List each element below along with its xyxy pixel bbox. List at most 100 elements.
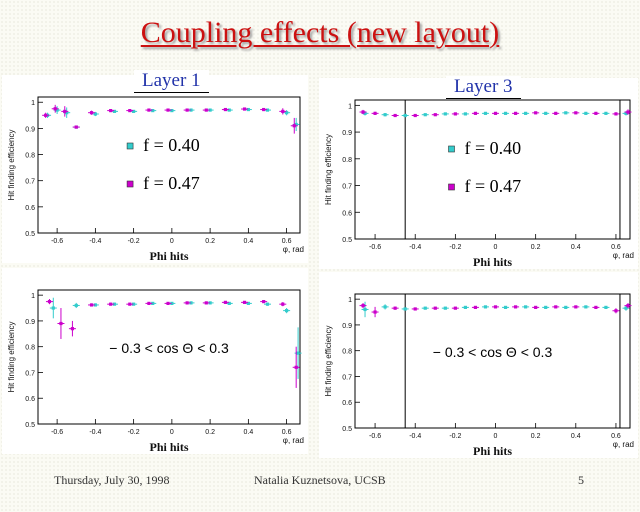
data-point bbox=[59, 321, 63, 326]
data-point bbox=[361, 110, 365, 114]
data-point bbox=[624, 111, 628, 115]
y-tick-label: 0.5 bbox=[342, 426, 352, 433]
data-point bbox=[574, 111, 578, 115]
data-point bbox=[246, 107, 250, 112]
y-tick-label: 0.6 bbox=[342, 400, 352, 407]
data-point bbox=[493, 111, 498, 115]
data-point bbox=[403, 307, 407, 311]
y-tick-label: 0.6 bbox=[25, 205, 35, 212]
data-point bbox=[285, 111, 289, 115]
data-point bbox=[53, 107, 57, 111]
y-tick-label: 0.8 bbox=[342, 157, 352, 164]
x-tick-label: -0.2 bbox=[128, 238, 140, 245]
data-point bbox=[294, 122, 298, 127]
x-tick-label: -0.4 bbox=[409, 433, 421, 440]
data-point bbox=[463, 112, 468, 116]
x-tick-label: -0.2 bbox=[449, 244, 461, 251]
x-tick-label: -0.6 bbox=[51, 238, 63, 245]
legend-swatch bbox=[448, 145, 455, 153]
data-point bbox=[594, 305, 598, 309]
data-point bbox=[594, 111, 598, 115]
data-point bbox=[413, 307, 417, 311]
data-point bbox=[170, 109, 174, 113]
y-axis-label: Hit finding efficiency bbox=[324, 134, 333, 205]
data-point bbox=[423, 306, 427, 310]
data-point bbox=[265, 108, 270, 112]
footer-date: Thursday, July 30, 1998 bbox=[54, 473, 170, 487]
plot-frame bbox=[37, 96, 301, 234]
y-tick-label: 0.8 bbox=[342, 349, 352, 356]
data-point bbox=[614, 112, 618, 116]
data-point bbox=[89, 303, 94, 307]
x-tick-label: -0.6 bbox=[51, 429, 63, 436]
data-point bbox=[604, 111, 608, 115]
x-tick-label: 0.2 bbox=[531, 433, 541, 440]
data-point bbox=[262, 299, 266, 304]
data-point bbox=[473, 305, 478, 309]
data-point bbox=[383, 113, 387, 117]
data-point bbox=[513, 305, 518, 309]
x-axis-label: Phi hits bbox=[149, 249, 188, 263]
data-point bbox=[564, 305, 568, 309]
data-point bbox=[584, 111, 588, 115]
x-unit-label: φ, rad bbox=[283, 436, 304, 445]
data-point bbox=[93, 303, 97, 307]
slide-title: Coupling effects (new layout) bbox=[140, 16, 500, 49]
data-point bbox=[128, 302, 132, 306]
x-unit-label: φ, rad bbox=[283, 245, 304, 254]
data-point bbox=[170, 301, 174, 305]
data-point bbox=[363, 111, 367, 115]
data-point bbox=[281, 109, 285, 113]
chart-panel-layer1-top: 0.5 0.6 0.7 0.8 0.9 1 -0.6 -0.4 -0.2 0 0.2 0.4 0.6 Hi… bbox=[2, 75, 308, 263]
data-point bbox=[189, 108, 193, 112]
data-point bbox=[524, 111, 528, 115]
data-point bbox=[223, 300, 228, 304]
data-point bbox=[554, 305, 558, 309]
x-tick-label: -0.4 bbox=[409, 244, 421, 251]
x-unit-label: φ, rad bbox=[613, 440, 634, 449]
legend-label: f = 0.40 bbox=[143, 135, 200, 155]
data-point bbox=[296, 351, 300, 355]
data-point bbox=[74, 303, 78, 308]
data-point bbox=[443, 306, 447, 310]
x-tick-label: 0.2 bbox=[531, 244, 541, 251]
data-point bbox=[44, 113, 48, 117]
data-point bbox=[128, 109, 132, 113]
chart-svg: 0.5 0.6 0.7 0.8 0.9 1 -0.6 -0.4 -0.2 0 0.2 0.4 0.6 Hi… bbox=[324, 293, 634, 458]
x-tick-label: 0.2 bbox=[205, 429, 215, 436]
data-point bbox=[189, 301, 193, 305]
x-tick-label: 0 bbox=[170, 238, 174, 245]
plot-frame bbox=[354, 99, 631, 240]
data-point bbox=[112, 109, 117, 113]
data-point bbox=[208, 301, 212, 305]
x-tick-label: 0.6 bbox=[611, 433, 621, 440]
data-point bbox=[574, 305, 578, 309]
x-tick-label: 0 bbox=[494, 433, 498, 440]
x-tick-label: 0.6 bbox=[282, 429, 292, 436]
data-point bbox=[443, 112, 447, 116]
data-point bbox=[223, 107, 228, 112]
data-point bbox=[584, 305, 588, 309]
data-point bbox=[564, 111, 568, 115]
data-point bbox=[361, 303, 365, 308]
data-point bbox=[166, 301, 170, 305]
legend-swatch bbox=[126, 142, 134, 150]
data-point bbox=[626, 303, 630, 308]
data-point bbox=[51, 306, 55, 310]
x-unit-label: φ, rad bbox=[613, 251, 634, 260]
data-point bbox=[403, 113, 407, 118]
data-point bbox=[363, 307, 367, 312]
y-tick-label: 0.7 bbox=[25, 179, 35, 186]
x-tick-label: 0.4 bbox=[571, 433, 581, 440]
data-point bbox=[47, 299, 52, 304]
data-point bbox=[109, 109, 113, 113]
x-axis-label: Phi hits bbox=[149, 440, 188, 454]
y-tick-label: 0.6 bbox=[342, 210, 352, 217]
data-point bbox=[262, 107, 266, 112]
data-point bbox=[483, 111, 488, 115]
y-tick-label: 1 bbox=[31, 100, 35, 107]
y-tick-label: 1 bbox=[348, 297, 352, 304]
y-tick-label: 0.5 bbox=[25, 422, 35, 429]
data-point bbox=[544, 305, 548, 309]
data-point bbox=[109, 302, 113, 306]
